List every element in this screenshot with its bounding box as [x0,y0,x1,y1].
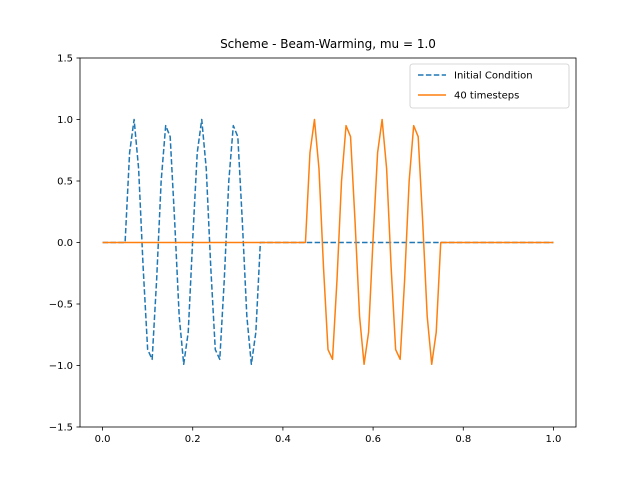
x-tick-label: 1.0 [546,434,562,445]
x-axis: 0.0 0.2 0.4 0.6 0.8 1.0 [95,427,562,445]
legend-label: 40 timesteps [454,91,519,102]
series-layer [102,118,554,366]
y-tick-label: 1.5 [57,54,73,65]
legend-box [409,63,570,109]
y-tick-label: 0.5 [57,177,73,188]
y-tick-label: 1.0 [57,115,73,126]
x-tick-label: 0.4 [275,434,291,445]
series-line-initial-condition [102,118,554,366]
series-line-40-timesteps [102,118,554,366]
x-tick-label: 0.0 [95,434,111,445]
x-tick-label: 0.8 [455,434,471,445]
x-tick-label: 0.6 [365,434,381,445]
y-tick-label: −1.5 [49,423,73,434]
legend: Initial Condition 40 timesteps [409,63,570,109]
chart-title: Scheme - Beam-Warming, mu = 1.0 [220,37,436,51]
y-axis: −1.5 −1.0 −0.5 0.0 0.5 1.0 1.5 [49,54,80,434]
y-tick-label: −1.0 [49,361,73,372]
legend-label: Initial Condition [454,71,533,82]
x-tick-label: 0.2 [185,434,201,445]
y-tick-label: −0.5 [49,300,73,311]
y-tick-label: 0.0 [57,238,73,249]
